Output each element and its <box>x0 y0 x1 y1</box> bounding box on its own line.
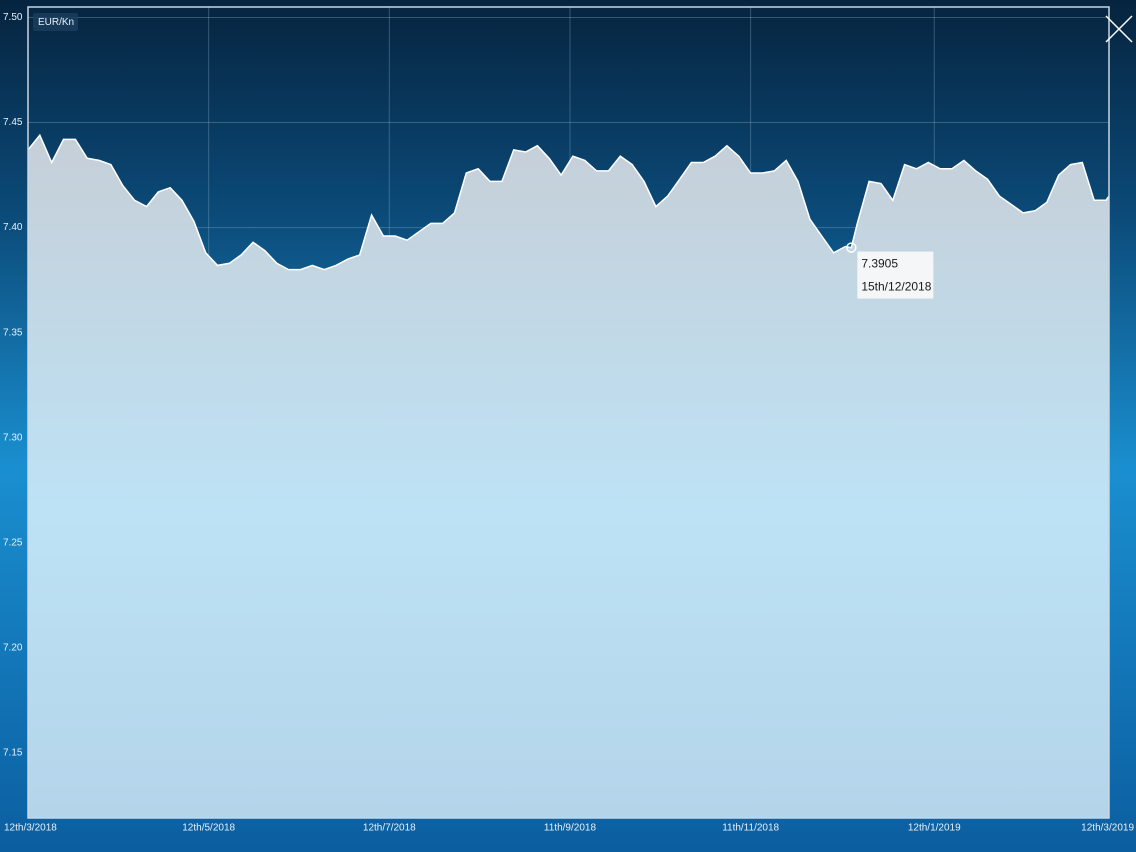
tooltip-value: 7.3905 <box>861 257 898 271</box>
y-tick-label: 7.30 <box>3 432 23 443</box>
y-tick-label: 7.40 <box>3 222 23 233</box>
y-tick-label: 7.50 <box>3 12 23 23</box>
tooltip-date: 15th/12/2018 <box>861 280 931 294</box>
x-tick-label: 11th/9/2018 <box>544 823 597 834</box>
tooltip-marker <box>846 242 857 253</box>
y-tick-label: 7.25 <box>3 537 23 548</box>
x-tick-label: 12th/5/2018 <box>182 823 235 834</box>
x-tick-label: 12th/3/2019 <box>1081 823 1134 834</box>
close-icon[interactable] <box>1105 15 1133 43</box>
close-hit[interactable] <box>1100 12 1134 46</box>
y-tick-label: 7.15 <box>3 748 23 759</box>
legend-box <box>33 13 78 31</box>
x-tick-label: 11th/11/2018 <box>722 823 779 834</box>
line <box>27 133 1110 271</box>
x-tick-label: 12th/1/2019 <box>908 823 961 834</box>
y-tick-label: 7.35 <box>3 327 23 338</box>
close-button[interactable] <box>1100 12 1134 46</box>
y-tick-label: 7.20 <box>3 642 23 653</box>
plot-frame <box>27 6 1110 819</box>
legend-label: EUR/Kn <box>38 17 74 28</box>
area-fill <box>28 135 1109 818</box>
y-tick-label: 7.45 <box>3 117 23 128</box>
x-tick-label: 12th/7/2018 <box>363 823 416 834</box>
x-tick-label: 12th/3/2018 <box>4 823 57 834</box>
tooltip-box <box>857 251 934 299</box>
